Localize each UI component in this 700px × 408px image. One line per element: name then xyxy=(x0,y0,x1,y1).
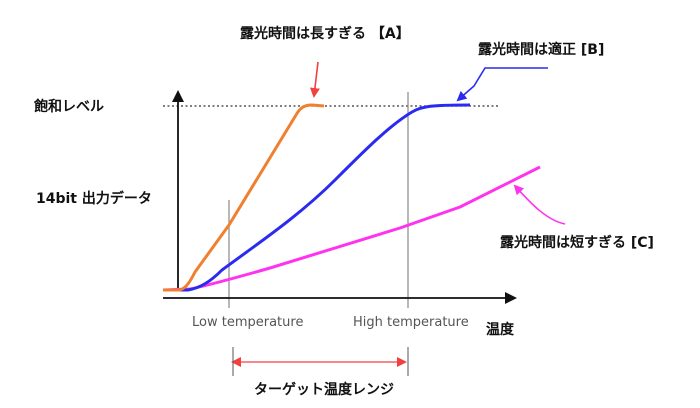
high-temperature-label: High temperature xyxy=(353,315,469,330)
low-temperature-label: Low temperature xyxy=(192,315,303,330)
output-data-label: 14bit 出力データ xyxy=(36,190,152,207)
saturation-level-label: 飽和レベル xyxy=(33,98,104,115)
arrow-a-callout xyxy=(309,61,320,98)
x-axis-label: 温度 xyxy=(486,321,515,338)
arrow-c-callout xyxy=(513,184,566,225)
curve-c-label: 露光時間は短すぎる [C] xyxy=(500,234,654,251)
curve-a-long-exposure xyxy=(163,103,325,292)
target-range-label: ターゲット温度レンジ xyxy=(254,381,394,398)
curve-a-label: 露光時間は長すぎる 【A】 xyxy=(240,25,410,42)
arrow-b-callout xyxy=(456,67,548,102)
curve-b-label: 露光時間は適正 [B] xyxy=(478,41,604,58)
curve-b-proper-exposure xyxy=(163,103,471,292)
